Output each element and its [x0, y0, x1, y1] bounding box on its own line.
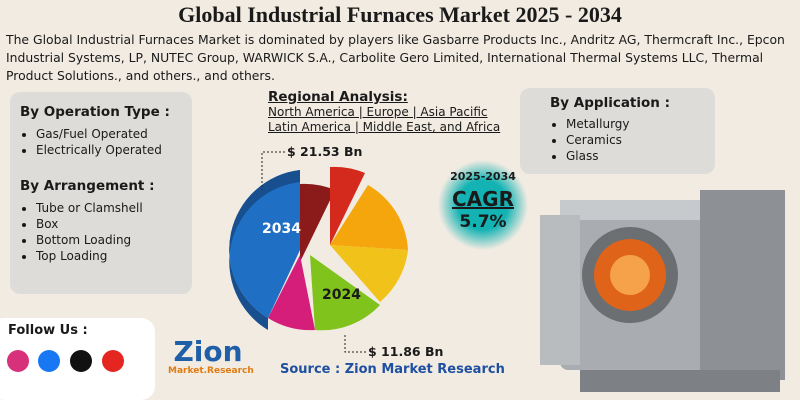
regional-title: Regional Analysis: [268, 89, 408, 105]
segment-item: Bottom Loading [36, 232, 192, 248]
application-box: By Application : MetallurgyCeramicsGlass [520, 88, 715, 174]
pie-label: 2024 [322, 287, 361, 303]
instagram-icon[interactable] [7, 350, 29, 372]
segment-title: By Operation Type : [20, 104, 170, 120]
segment-title: By Application : [550, 95, 670, 111]
segment-item: Top Loading [36, 248, 192, 264]
segment-item: Metallurgy [566, 116, 715, 132]
regional: Regional Analysis: North America | Europ… [268, 90, 500, 135]
cagr-value: 5.7% [459, 212, 507, 232]
pie-graphic [229, 166, 408, 331]
segment-item: Gas/Fuel Operated [36, 126, 192, 142]
cagr-badge [438, 160, 528, 250]
follow-title: Follow Us : [8, 323, 88, 338]
cagr: 2025-2034 CAGR 5.7% [433, 170, 533, 232]
segment-list: Gas/Fuel OperatedElectrically Operated [10, 126, 192, 158]
source: Source : Zion Market Research [280, 362, 505, 377]
title: Global Industrial Furnaces Market 2025 -… [178, 2, 622, 27]
youtube-icon[interactable] [102, 350, 124, 372]
segment-list: MetallurgyCeramicsGlass [520, 116, 715, 164]
furnace-image [540, 190, 785, 392]
description: The Global Industrial Furnaces Market is… [6, 32, 785, 83]
logo-name: Zion [173, 335, 243, 368]
value-2034: $ 21.53 Bn [287, 144, 363, 159]
regional-line: North America | Europe | Asia Pacific [268, 105, 488, 119]
segment-item: Glass [566, 148, 715, 164]
segment-title: By Arrangement : [20, 178, 155, 194]
x-icon[interactable] [70, 350, 92, 372]
cagr-period: 2025-2034 [450, 170, 516, 183]
segment-item: Tube or Clamshell [36, 200, 192, 216]
facebook-icon[interactable] [38, 350, 60, 372]
segment-item: Ceramics [566, 132, 715, 148]
segment-list: Tube or ClamshellBoxBottom LoadingTop Lo… [10, 200, 192, 264]
value-2024: $ 11.86 Bn [368, 344, 444, 359]
logo-sub: Market.Research [168, 366, 254, 376]
segments-box: By Operation Type : Gas/Fuel OperatedEle… [10, 92, 192, 294]
segment-item: Box [36, 216, 192, 232]
segment-item: Electrically Operated [36, 142, 192, 158]
pointer [344, 335, 366, 353]
pointer [261, 151, 285, 190]
logo: Zion Market.Research [168, 335, 254, 377]
regional-line: Latin America | Middle East, and Africa [268, 120, 501, 134]
cagr-label: CAGR [452, 187, 514, 211]
pie-label: 2034 [262, 221, 301, 237]
